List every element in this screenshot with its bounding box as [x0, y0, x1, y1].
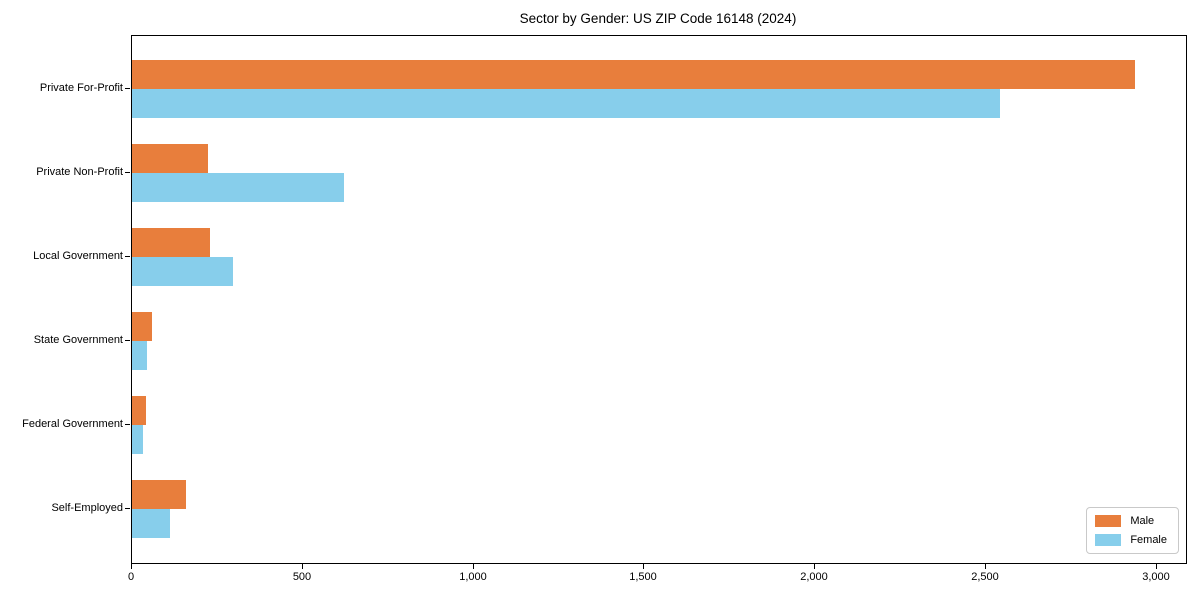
- bar-male-private-non-profit: [132, 144, 208, 173]
- y-tick-mark: [125, 424, 130, 425]
- x-tick-label-2-000: 2,000: [800, 571, 828, 583]
- x-tick-mark: [473, 564, 474, 569]
- x-tick-mark: [302, 564, 303, 569]
- y-axis-label-state-government: State Government: [33, 334, 123, 346]
- bar-male-federal-government: [132, 396, 146, 425]
- y-tick-mark: [125, 508, 130, 509]
- legend-swatch-male: [1095, 515, 1122, 527]
- x-tick-mark: [1156, 564, 1157, 569]
- x-tick-label-1-500: 1,500: [629, 571, 657, 583]
- bar-male-state-government: [132, 312, 152, 341]
- plot-area: Male Female: [131, 35, 1187, 564]
- x-tick-label-2-500: 2,500: [971, 571, 999, 583]
- y-axis-label-local-government: Local Government: [33, 250, 123, 262]
- bar-female-federal-government: [132, 425, 143, 454]
- y-tick-mark: [125, 340, 130, 341]
- y-tick-mark: [125, 256, 130, 257]
- legend-label-female: Female: [1130, 534, 1167, 546]
- x-tick-mark: [985, 564, 986, 569]
- legend-item-female: Female: [1095, 534, 1167, 546]
- legend-swatch-female: [1095, 534, 1122, 546]
- y-tick-mark: [125, 172, 130, 173]
- x-tick-label-3-000: 3,000: [1142, 571, 1170, 583]
- y-tick-mark: [125, 88, 130, 89]
- legend-item-male: Male: [1095, 515, 1167, 527]
- chart-title: Sector by Gender: US ZIP Code 16148 (202…: [519, 11, 797, 26]
- bar-female-private-non-profit: [132, 173, 344, 202]
- bar-male-private-for-profit: [132, 60, 1135, 89]
- y-axis-label-private-for-profit: Private For-Profit: [39, 82, 123, 94]
- x-tick-label-500: 500: [292, 571, 312, 583]
- bar-female-local-government: [132, 257, 233, 286]
- bar-female-self-employed: [132, 509, 170, 538]
- bar-male-local-government: [132, 228, 210, 257]
- bar-female-private-for-profit: [132, 89, 1000, 118]
- x-tick-mark: [814, 564, 815, 569]
- x-tick-mark: [643, 564, 644, 569]
- legend: Male Female: [1086, 507, 1179, 554]
- legend-label-male: Male: [1130, 515, 1155, 527]
- x-tick-label-1-000: 1,000: [459, 571, 487, 583]
- x-tick-mark: [131, 564, 132, 569]
- y-axis-label-self-employed: Self-Employed: [51, 502, 123, 514]
- bar-male-self-employed: [132, 480, 186, 509]
- x-tick-label-0: 0: [127, 571, 135, 583]
- y-axis-label-federal-government: Federal Government: [22, 418, 123, 430]
- y-axis-label-private-non-profit: Private Non-Profit: [36, 166, 123, 178]
- bar-female-state-government: [132, 341, 147, 370]
